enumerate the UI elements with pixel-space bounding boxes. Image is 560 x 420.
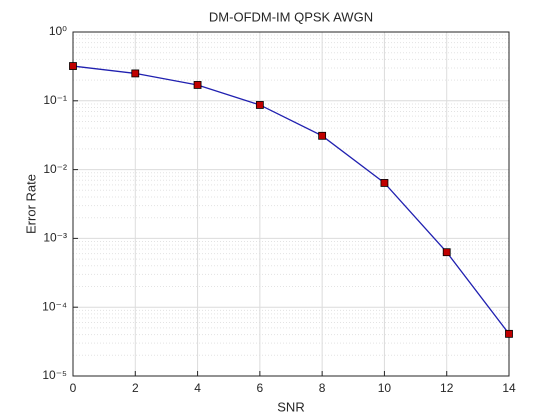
- marker: [442, 248, 451, 257]
- y-tick-label: 10⁻⁵: [42, 368, 67, 382]
- y-tick-label: 10⁻³: [43, 231, 67, 245]
- marker: [69, 62, 77, 70]
- y-axis-label: Error Rate: [23, 174, 38, 234]
- marker: [193, 81, 202, 89]
- marker: [318, 131, 327, 140]
- chart-title: DM-OFDM-IM QPSK AWGN: [209, 9, 373, 24]
- marker: [255, 101, 264, 109]
- y-tick-label: 10⁻²: [43, 162, 67, 176]
- y-tick-label: 10⁻¹: [43, 93, 67, 107]
- x-tick-label: 0: [70, 381, 77, 395]
- x-tick-label: 2: [132, 381, 139, 395]
- y-tick-label: 10⁰: [49, 24, 67, 38]
- marker: [380, 179, 389, 187]
- x-axis-label: SNR: [277, 399, 304, 414]
- x-tick-label: 12: [440, 381, 454, 395]
- x-tick-label: 10: [378, 381, 392, 395]
- y-tick-label: 10⁻⁴: [42, 299, 67, 313]
- plot-area: [73, 32, 509, 376]
- marker: [505, 329, 513, 338]
- x-tick-label: 4: [194, 381, 201, 395]
- x-tick-label: 6: [257, 381, 264, 395]
- x-tick-label: 14: [502, 381, 516, 395]
- axes-box: [72, 31, 510, 377]
- x-tick-label: 8: [319, 381, 326, 395]
- series-line: [72, 65, 510, 335]
- marker: [131, 69, 140, 78]
